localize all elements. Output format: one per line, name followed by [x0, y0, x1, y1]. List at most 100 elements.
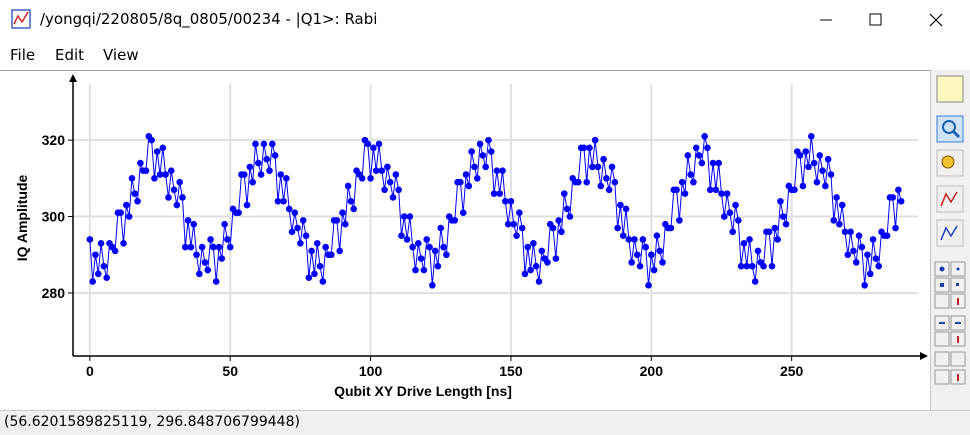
data-point [308, 247, 315, 255]
data-point [499, 167, 506, 174]
data-point [861, 282, 868, 289]
data-point [226, 243, 234, 251]
data-point [729, 228, 737, 236]
x-tick-label: 250 [780, 363, 804, 379]
menu-item[interactable]: Edit [55, 46, 85, 64]
data-point [802, 148, 810, 155]
data-point [468, 148, 475, 155]
data-point [246, 163, 254, 171]
y-axis-arrow [69, 74, 77, 82]
data-point [434, 262, 442, 270]
data-point [398, 232, 405, 239]
data-point [417, 255, 425, 262]
data-point [254, 159, 262, 167]
data-point [695, 152, 703, 159]
data-point [583, 178, 591, 186]
status-text: (56.6201589825119, 296.848706799448) [4, 414, 300, 430]
data-point [808, 133, 815, 140]
data-line [89, 134, 902, 286]
data-point [749, 262, 756, 270]
data-point [392, 171, 400, 178]
data-point [527, 266, 534, 274]
data-point [471, 163, 478, 171]
data-point [176, 178, 183, 186]
data-point [524, 243, 532, 251]
data-point [215, 243, 223, 251]
data-point [642, 243, 649, 251]
data-point [92, 251, 99, 259]
data-point [285, 205, 293, 213]
data-point [235, 209, 242, 217]
data-point [386, 178, 394, 186]
data-point [830, 217, 838, 224]
tool-button[interactable] [934, 293, 950, 309]
data-point [805, 163, 812, 171]
data-point [892, 224, 899, 232]
data-point [740, 239, 748, 247]
menu-item[interactable]: File [10, 46, 36, 64]
data-point [589, 163, 596, 171]
data-point [566, 213, 574, 220]
data-point [895, 186, 902, 194]
data-point [431, 247, 439, 255]
data-point [493, 167, 501, 174]
data-point [591, 136, 599, 144]
data-point [271, 152, 279, 159]
data-point [409, 243, 416, 251]
data-point [218, 255, 226, 262]
data-point [712, 186, 720, 194]
data-point [872, 255, 880, 262]
data-point [847, 228, 854, 236]
data-point [502, 197, 509, 205]
tool-button[interactable] [934, 351, 950, 367]
data-point [201, 259, 209, 266]
data-point [799, 182, 807, 190]
toolbar-icons [934, 75, 966, 385]
data-point [476, 140, 484, 148]
data-point [751, 278, 759, 285]
data-point [737, 262, 745, 270]
data-point [496, 190, 504, 197]
data-point [451, 217, 459, 224]
tool-button[interactable] [950, 351, 966, 367]
data-point [381, 186, 388, 194]
data-point [198, 243, 206, 251]
data-point [813, 178, 821, 186]
data-point [347, 197, 355, 205]
data-point [370, 144, 377, 152]
data-point [269, 140, 276, 148]
data-point [746, 236, 753, 243]
data-point [653, 232, 661, 239]
data-point [687, 171, 694, 178]
x-tick-label: 150 [499, 363, 523, 379]
data-point [706, 186, 714, 194]
data-point [395, 186, 402, 194]
data-point [120, 239, 127, 247]
window-controls[interactable] [800, 0, 970, 40]
data-point [538, 247, 546, 255]
data-point [771, 224, 779, 232]
tool-button[interactable] [936, 115, 964, 143]
tool-button[interactable] [934, 369, 950, 385]
data-point [704, 144, 711, 152]
y-tick-label: 320 [42, 132, 66, 148]
data-point [196, 270, 203, 278]
data-point [563, 205, 571, 213]
data-point [162, 171, 169, 178]
data-point [302, 232, 310, 239]
data-point [636, 262, 644, 270]
data-point [605, 186, 613, 194]
data-point [240, 171, 248, 178]
tool-button[interactable] [936, 75, 964, 103]
tool-button[interactable] [934, 331, 950, 347]
data-point [423, 236, 431, 243]
data-point [336, 247, 343, 255]
data-point [869, 236, 877, 243]
data-point [897, 197, 905, 205]
menu-item[interactable]: View [103, 46, 139, 64]
data-point [659, 259, 666, 266]
data-point [462, 171, 470, 178]
data-point [117, 209, 125, 217]
data-point [291, 209, 299, 217]
